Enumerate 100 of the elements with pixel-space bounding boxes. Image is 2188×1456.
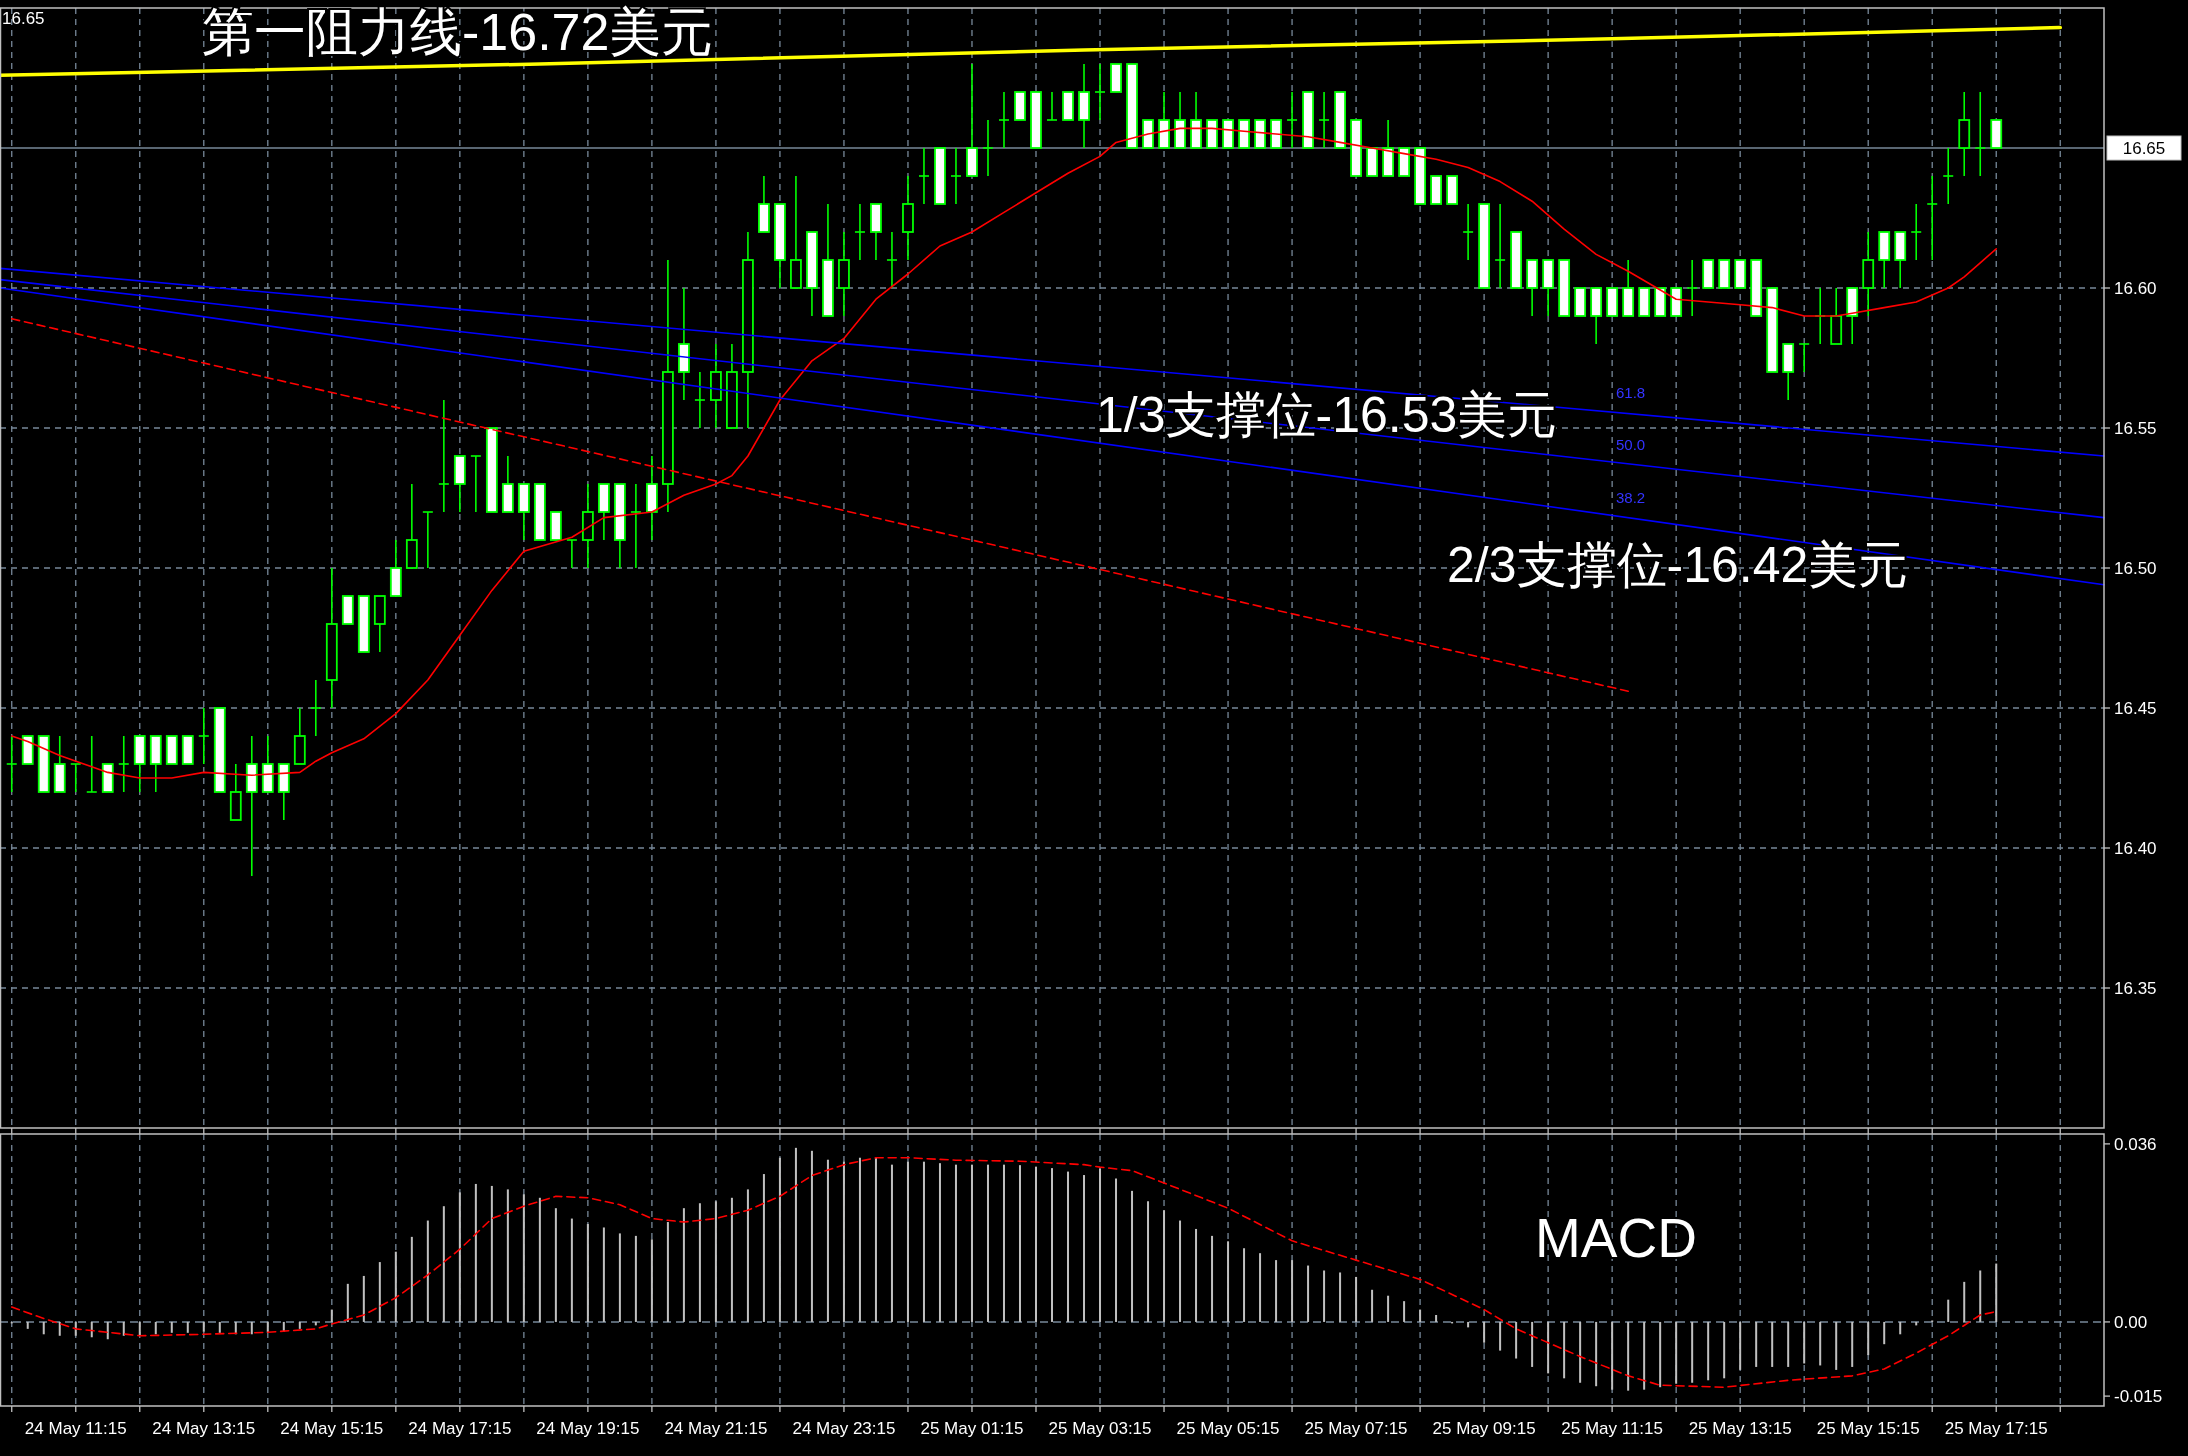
bar (1963, 1281, 1966, 1322)
x-tick-label: 24 May 11:15 (24, 1419, 127, 1438)
x-tick-label: 25 May 03:15 (1048, 1419, 1152, 1438)
bar (666, 1222, 669, 1322)
x-tick-label: 25 May 15:15 (1816, 1419, 1920, 1438)
bar (1691, 1321, 1694, 1383)
bar (538, 1197, 541, 1322)
bar (1435, 1315, 1438, 1322)
bar (1195, 1228, 1198, 1322)
bar (1499, 1321, 1502, 1351)
candlestick (1686, 259, 1698, 317)
candlestick (566, 539, 578, 569)
bar (298, 1321, 301, 1329)
bar (58, 1321, 61, 1336)
candlestick (1942, 147, 1955, 205)
x-tick-label: 24 May 23:15 (792, 1419, 896, 1438)
bar (202, 1321, 205, 1332)
bar (826, 1159, 829, 1322)
bar (778, 1157, 781, 1322)
bar (1211, 1235, 1214, 1322)
bar (1387, 1295, 1390, 1322)
bar (1179, 1220, 1182, 1322)
bar (618, 1233, 621, 1322)
bar (810, 1150, 813, 1322)
bar (154, 1321, 157, 1335)
candlestick (1318, 91, 1330, 149)
bar (1355, 1276, 1358, 1322)
x-tick-label: 24 May 13:15 (152, 1419, 256, 1438)
bar (1259, 1253, 1262, 1322)
candlestick (197, 707, 210, 765)
bar (586, 1224, 589, 1322)
annotation: MACD (1535, 1207, 1697, 1269)
annotation: 2/3支撑位-16.42美元 (1447, 537, 1909, 593)
x-tick-label: 24 May 21:15 (664, 1419, 768, 1438)
candlestick (694, 371, 706, 429)
candlestick (1046, 91, 1058, 121)
bar (1835, 1321, 1838, 1370)
bar (1483, 1321, 1486, 1343)
y-tick-label: 16.40 (2114, 839, 2157, 858)
y-tick-label: 16.45 (2114, 699, 2157, 718)
bar (1419, 1309, 1422, 1322)
bar (1323, 1270, 1326, 1322)
bar (1771, 1321, 1774, 1367)
bar (1851, 1321, 1854, 1367)
bar (458, 1192, 461, 1322)
x-tick-label: 25 May 01:15 (920, 1419, 1024, 1438)
bar (634, 1235, 637, 1322)
bar (1739, 1321, 1742, 1370)
candlestick (5, 735, 18, 793)
bar (138, 1321, 141, 1336)
bar (1515, 1321, 1518, 1359)
y-tick-label: 0.036 (2114, 1134, 2157, 1154)
bar (1947, 1299, 1950, 1322)
x-tick-label: 24 May 15:15 (280, 1419, 384, 1438)
candlestick (1094, 63, 1106, 121)
candlestick (886, 231, 898, 289)
candlestick (310, 679, 322, 737)
bar (506, 1189, 509, 1322)
candlestick (982, 119, 994, 177)
bar (1115, 1178, 1118, 1322)
bar (1339, 1272, 1342, 1322)
bar (794, 1147, 797, 1322)
bar (1979, 1270, 1982, 1322)
bar (1867, 1321, 1870, 1356)
bar (410, 1236, 413, 1322)
bar (874, 1157, 877, 1322)
bar (890, 1164, 893, 1322)
bar (1883, 1321, 1886, 1345)
bar (1899, 1321, 1902, 1335)
bar (378, 1262, 381, 1322)
bar (1723, 1321, 1726, 1379)
candlestick (918, 147, 930, 205)
bar (1547, 1321, 1550, 1374)
bar (842, 1161, 845, 1322)
bar (1643, 1321, 1646, 1390)
y-tick-label: 16.50 (2114, 559, 2157, 578)
bar (90, 1321, 93, 1338)
bar (1002, 1164, 1005, 1322)
bar (1675, 1321, 1678, 1384)
bar (26, 1321, 29, 1329)
candlestick (630, 483, 642, 569)
bar (490, 1185, 493, 1322)
x-tick-label: 25 May 05:15 (1176, 1419, 1280, 1438)
bar (554, 1208, 557, 1322)
bar (42, 1321, 45, 1335)
bar (362, 1275, 365, 1322)
annotation: 61.8 (1616, 384, 1646, 401)
bar (1707, 1321, 1710, 1381)
bar (698, 1203, 701, 1322)
annotation: 16.65 (2, 9, 45, 28)
x-tick-label: 25 May 17:15 (1944, 1419, 2048, 1438)
bar (1579, 1321, 1582, 1383)
bar (1067, 1171, 1069, 1322)
bar (1787, 1321, 1790, 1367)
annotation: 38.2 (1616, 489, 1646, 506)
bar (1755, 1321, 1758, 1367)
bar (426, 1220, 429, 1322)
candlestick (438, 399, 450, 513)
x-tick-label: 24 May 17:15 (408, 1419, 512, 1438)
y-tick-label: 16.60 (2114, 279, 2157, 298)
